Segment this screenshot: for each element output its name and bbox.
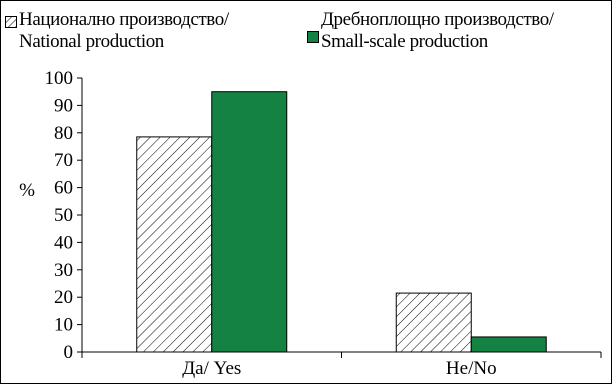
- y-tick-label: 70: [54, 150, 73, 171]
- y-tick-label: 0: [64, 342, 74, 363]
- y-tick-label: 60: [54, 178, 73, 199]
- x-category-label: Не/No: [446, 358, 497, 379]
- legend-label-national-line1: Национално производство/: [19, 9, 229, 30]
- y-axis-label: %: [19, 180, 35, 201]
- y-tick-label: 90: [54, 95, 73, 116]
- y-tick-label: 80: [54, 123, 73, 144]
- y-tick-label: 40: [54, 232, 73, 253]
- y-tick-label: 50: [54, 205, 73, 226]
- legend-swatch-solid: [307, 31, 319, 43]
- legend-label-national-line2: National production: [19, 31, 164, 52]
- bar-national-1: [395, 292, 472, 353]
- legend-label-small-scale: Дребноплощно производство/ Small-scale p…: [321, 9, 554, 53]
- y-tick-label: 10: [54, 315, 73, 336]
- legend-swatch-hatched: [5, 16, 17, 28]
- legend-label-small-scale-line1: Дребноплощно производство/: [321, 9, 554, 30]
- bar-national-0: [136, 136, 213, 353]
- x-category-label: Да/ Yes: [182, 358, 241, 379]
- bar-small-scale-0: [211, 91, 288, 353]
- y-tick-label: 30: [54, 260, 73, 281]
- y-tick-label: 20: [54, 287, 73, 308]
- y-tick-label: 100: [45, 68, 74, 89]
- bar-small-scale-1: [470, 336, 547, 353]
- legend-label-small-scale-line2: Small-scale production: [321, 31, 488, 52]
- legend-label-national: Национално производство/ National produc…: [19, 9, 229, 53]
